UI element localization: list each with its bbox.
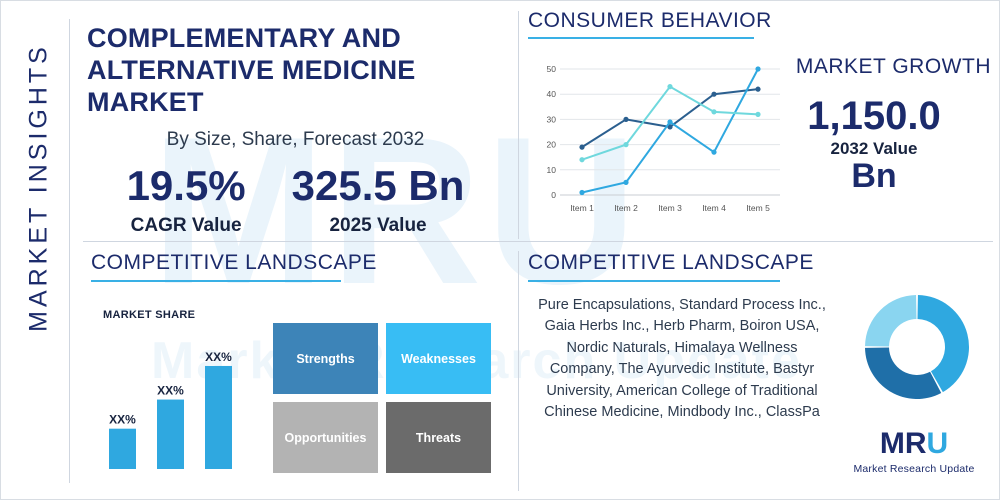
svg-text:XX%: XX% bbox=[205, 350, 232, 364]
consumer-behavior-chart: 0 10 20 30 40 50 Item 1 Item 2 Item 3 Item 4 Item… bbox=[534, 61, 786, 221]
competitive-left-title: COMPETITIVE LANDSCAPE bbox=[91, 251, 377, 274]
title-underline bbox=[528, 37, 754, 39]
key-figures: 19.5% CAGR Value 325.5 Bn 2025 Value bbox=[73, 161, 518, 237]
bar-chart-bars bbox=[109, 365, 232, 469]
logo-mr: MR bbox=[879, 427, 927, 460]
bar-chart-svg: XX% XX% XX% bbox=[109, 350, 232, 469]
competitive-left-underline bbox=[91, 280, 341, 282]
market-share-label: MARKET SHARE bbox=[103, 309, 196, 321]
svg-text:Item 3: Item 3 bbox=[658, 203, 682, 213]
figure-2025: 325.5 Bn 2025 Value bbox=[291, 161, 465, 237]
horizontal-divider bbox=[83, 241, 993, 242]
chart-series bbox=[579, 66, 761, 196]
svg-text:Item 5: Item 5 bbox=[746, 203, 770, 213]
logo-u: U bbox=[926, 427, 949, 460]
market-share-bar-chart: XX% XX% XX% bbox=[101, 329, 261, 471]
cagr-label: CAGR Value bbox=[130, 214, 242, 236]
brand-logo: MRU Market Research Update bbox=[843, 427, 985, 475]
vertical-divider-top bbox=[518, 11, 519, 239]
svg-text:50: 50 bbox=[547, 64, 557, 74]
svg-text:XX%: XX% bbox=[109, 413, 136, 427]
cagr-value: 19.5% bbox=[126, 161, 246, 209]
figure-cagr: 19.5% CAGR Value bbox=[126, 161, 246, 237]
logo-caption: Market Research Update bbox=[853, 463, 975, 475]
growth-value-block: 1,150.0 2032 Value Bn bbox=[769, 95, 979, 195]
swot-opportunities-label: Opportunities bbox=[284, 430, 367, 445]
page-title: COMPLEMENTARY AND ALTERNATIVE MEDICINE M… bbox=[87, 23, 416, 117]
svg-text:20: 20 bbox=[547, 140, 557, 150]
market-split-donut bbox=[851, 281, 983, 413]
swot-weaknesses[interactable]: Weaknesses bbox=[386, 323, 491, 394]
key-players-list: Pure Encapsulations, Standard Process In… bbox=[538, 297, 826, 421]
svg-text:10: 10 bbox=[547, 165, 557, 175]
competitive-left-panel: COMPETITIVE LANDSCAPE MARKET SHARE XX% XX… bbox=[73, 251, 518, 491]
left-rail: MARKET INSIGHTS bbox=[1, 1, 73, 501]
content-area: COMPLEMENTARY AND ALTERNATIVE MEDICINE M… bbox=[73, 1, 999, 499]
consumer-behavior-title: CONSUMER BEHAVIOR bbox=[528, 9, 772, 32]
consumer-behavior-panel: CONSUMER BEHAVIOR MARKET GROWTH 0 10 20 30 4… bbox=[528, 9, 993, 241]
swot-grid: Strengths Weaknesses Opportunities Threa… bbox=[273, 323, 491, 473]
value-2032-label: 2032 Value bbox=[830, 139, 918, 158]
swot-threats-label: Threats bbox=[415, 430, 462, 445]
swot-opportunities[interactable]: Opportunities bbox=[273, 402, 378, 473]
rail-divider bbox=[69, 19, 70, 483]
chart-y-tick-labels: 0 10 20 30 40 50 bbox=[547, 64, 557, 200]
swot-weaknesses-label: Weaknesses bbox=[401, 351, 476, 366]
logo-wordmark: MRU bbox=[843, 427, 985, 461]
value-2032-unit: Bn bbox=[851, 157, 897, 195]
swot-strengths[interactable]: Strengths bbox=[273, 323, 378, 394]
value-2025: 325.5 Bn bbox=[291, 161, 465, 209]
svg-text:Item 4: Item 4 bbox=[702, 203, 726, 213]
swot-strengths-label: Strengths bbox=[296, 351, 355, 366]
svg-text:Item 1: Item 1 bbox=[570, 203, 594, 213]
svg-text:40: 40 bbox=[547, 89, 557, 99]
donut-chart-svg bbox=[865, 295, 969, 399]
svg-text:30: 30 bbox=[547, 114, 557, 124]
svg-text:0: 0 bbox=[551, 190, 556, 200]
vertical-divider-bottom bbox=[518, 251, 519, 491]
competitive-right-title: COMPETITIVE LANDSCAPE bbox=[528, 251, 814, 274]
market-insights-title: MARKET INSIGHTS bbox=[24, 43, 53, 332]
competitive-right-panel: COMPETITIVE LANDSCAPE Pure Encapsulation… bbox=[528, 251, 993, 491]
headline-panel: COMPLEMENTARY AND ALTERNATIVE MEDICINE M… bbox=[73, 9, 518, 241]
value-2025-label: 2025 Value bbox=[329, 214, 427, 236]
market-growth-title: MARKET GROWTH bbox=[795, 55, 991, 78]
chart-x-tick-labels: Item 1 Item 2 Item 3 Item 4 Item 5 bbox=[570, 203, 770, 213]
value-2032: 1,150.0 bbox=[807, 94, 941, 138]
svg-text:Item 2: Item 2 bbox=[614, 203, 638, 213]
donut-slices bbox=[865, 295, 969, 399]
bar-chart-data-labels: XX% XX% XX% bbox=[109, 350, 232, 427]
svg-text:XX%: XX% bbox=[157, 384, 184, 398]
swot-threats[interactable]: Threats bbox=[386, 402, 491, 473]
page-subtitle: By Size, Share, Forecast 2032 bbox=[166, 128, 425, 150]
competitive-right-underline bbox=[528, 280, 780, 282]
